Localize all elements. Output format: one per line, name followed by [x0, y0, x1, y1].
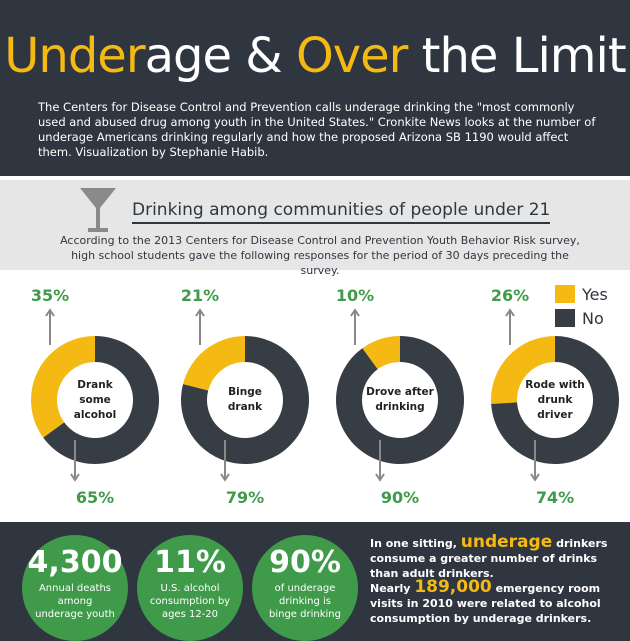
glass-icon [80, 188, 116, 232]
stat-caption: Annual deaths among underage youth [35, 583, 115, 620]
legend-label: Yes [582, 285, 608, 304]
stat-circle: 11% U.S. alcohol consumption by ages 12-2… [137, 535, 243, 641]
donut-segment [491, 336, 619, 464]
fact: Nearly 189,000 emergency room visits in … [370, 577, 620, 626]
arrow [70, 440, 80, 482]
section-description: According to the 2013 Centers for Diseas… [60, 234, 580, 277]
donut-segment [183, 336, 245, 391]
legend-swatch [555, 309, 575, 327]
donut-segment [181, 336, 309, 464]
stat-circle: 90% of underage drinking is binge drinkin… [252, 535, 358, 641]
legend-label: No [582, 309, 604, 328]
no-label: 74% [535, 488, 575, 507]
yes-label: 26% [490, 286, 530, 305]
stat-circle: 4,300 Annual deaths among underage youth [22, 535, 128, 641]
stat-number: 90% [269, 545, 341, 580]
fact-text: Nearly [370, 582, 411, 595]
title-part: Over [295, 28, 408, 84]
title: Underage & Over the Limit [0, 28, 630, 84]
stat-caption: of underage drinking is binge drinking [269, 583, 341, 620]
donut-label: Drove after drinking [366, 386, 434, 413]
donut-segment [336, 336, 464, 464]
fact-text: In one sitting, [370, 537, 457, 550]
stat-caption: U.S. alcohol consumption by ages 12-20 [149, 583, 231, 620]
stat-number: 11% [154, 545, 226, 580]
fact: In one sitting, underage drinkers consum… [370, 532, 620, 581]
arrow [350, 308, 360, 345]
no-label: 65% [75, 488, 115, 507]
fact-text: drinkers consume a greater number of dri… [370, 537, 608, 580]
arrow [220, 440, 230, 482]
fact-highlight: 189,000 [414, 577, 492, 597]
donut-segment [30, 336, 95, 438]
donut-label: Rode with drunk driver [525, 378, 585, 421]
donut-label: Drank some alcohol [73, 378, 117, 421]
legend-swatch [555, 285, 575, 303]
arrow [375, 440, 385, 482]
yes-label: 10% [335, 286, 375, 305]
donut-charts [30, 308, 619, 482]
donut-segment [491, 336, 555, 405]
fact-text: emergency room visits in 2010 were relat… [370, 582, 601, 625]
no-label: 90% [380, 488, 420, 507]
stat-number: 4,300 [27, 545, 123, 580]
title-part: the Limit [421, 28, 627, 84]
arrow [195, 308, 205, 345]
intro: The Centers for Disease Control and Prev… [38, 100, 596, 159]
title-part: age & [144, 28, 283, 84]
arrow [45, 308, 55, 345]
header [0, 0, 630, 176]
fact-highlight: underage [460, 532, 553, 552]
donut-label: Binge drank [227, 386, 263, 413]
section-heading: Drinking among communities of people und… [132, 200, 551, 224]
arrow [530, 440, 540, 482]
title-part: Under [4, 28, 145, 84]
arrow [505, 308, 515, 345]
yes-label: 35% [30, 286, 70, 305]
no-label: 79% [225, 488, 265, 507]
donut-segment [43, 336, 159, 464]
donut-segment [362, 336, 400, 370]
yes-label: 21% [180, 286, 220, 305]
